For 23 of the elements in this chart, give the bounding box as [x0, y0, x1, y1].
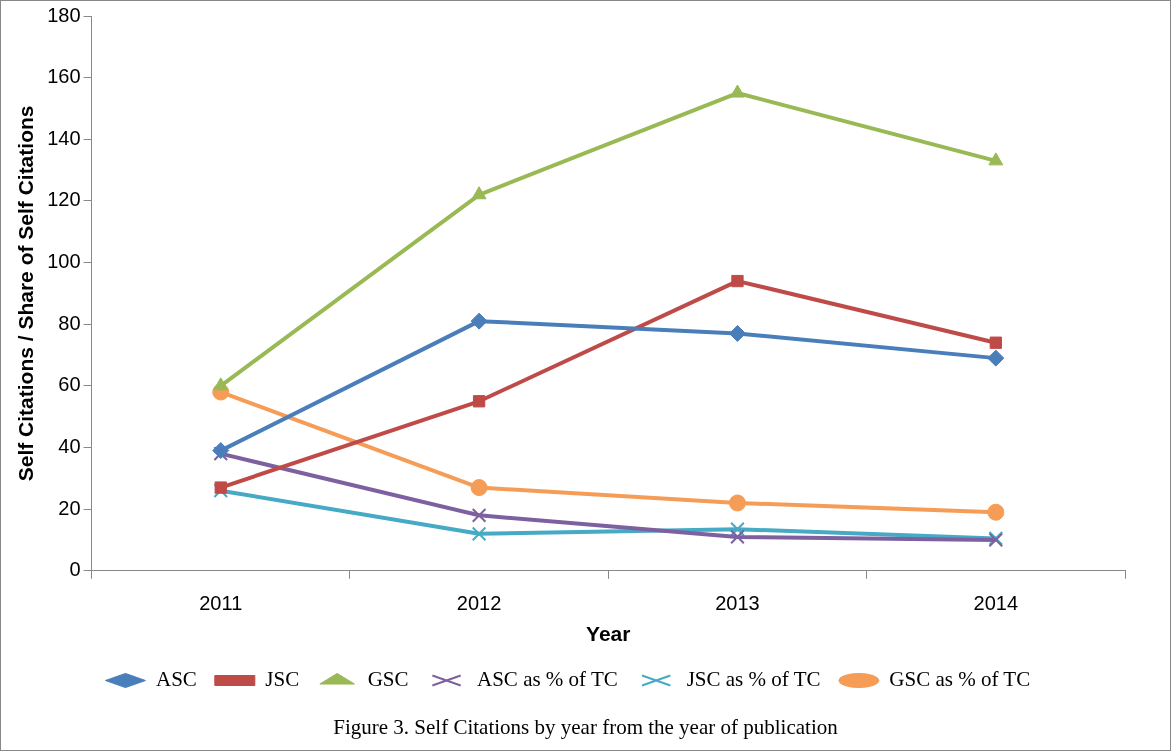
- y-tick-label: 60: [58, 373, 81, 396]
- y-tick-label: 160: [47, 65, 81, 88]
- y-tick-label: 140: [47, 126, 81, 149]
- legend-label: GSC as % of TC: [889, 667, 1031, 692]
- y-axis-title: Self Citations / Share of Self Citations: [14, 105, 38, 482]
- y-tick-label: 80: [58, 311, 81, 334]
- y-tick-label: 40: [58, 435, 81, 458]
- y-tick-label: 0: [69, 558, 81, 581]
- legend-label: ASC as % of TC: [477, 667, 618, 692]
- y-tick-label: 100: [47, 250, 81, 273]
- legend-label: JSC: [265, 667, 300, 692]
- y-tick-label: 180: [47, 3, 81, 26]
- y-tick-label: 20: [58, 496, 81, 519]
- y-tick-label: 120: [47, 188, 81, 211]
- x-tick-label: 2012: [456, 592, 502, 615]
- x-tick-label: 2011: [199, 592, 243, 615]
- legend-label: JSC as % of TC: [686, 667, 821, 692]
- legend-label: ASC: [155, 667, 197, 692]
- caption: Figure 3. Self Citations by year from the year of publication: [332, 715, 839, 740]
- legend-label: GSC: [367, 667, 409, 692]
- x-axis-title: Year: [586, 622, 631, 646]
- x-tick-label: 2013: [715, 592, 760, 615]
- x-tick-label: 2014: [973, 592, 1019, 615]
